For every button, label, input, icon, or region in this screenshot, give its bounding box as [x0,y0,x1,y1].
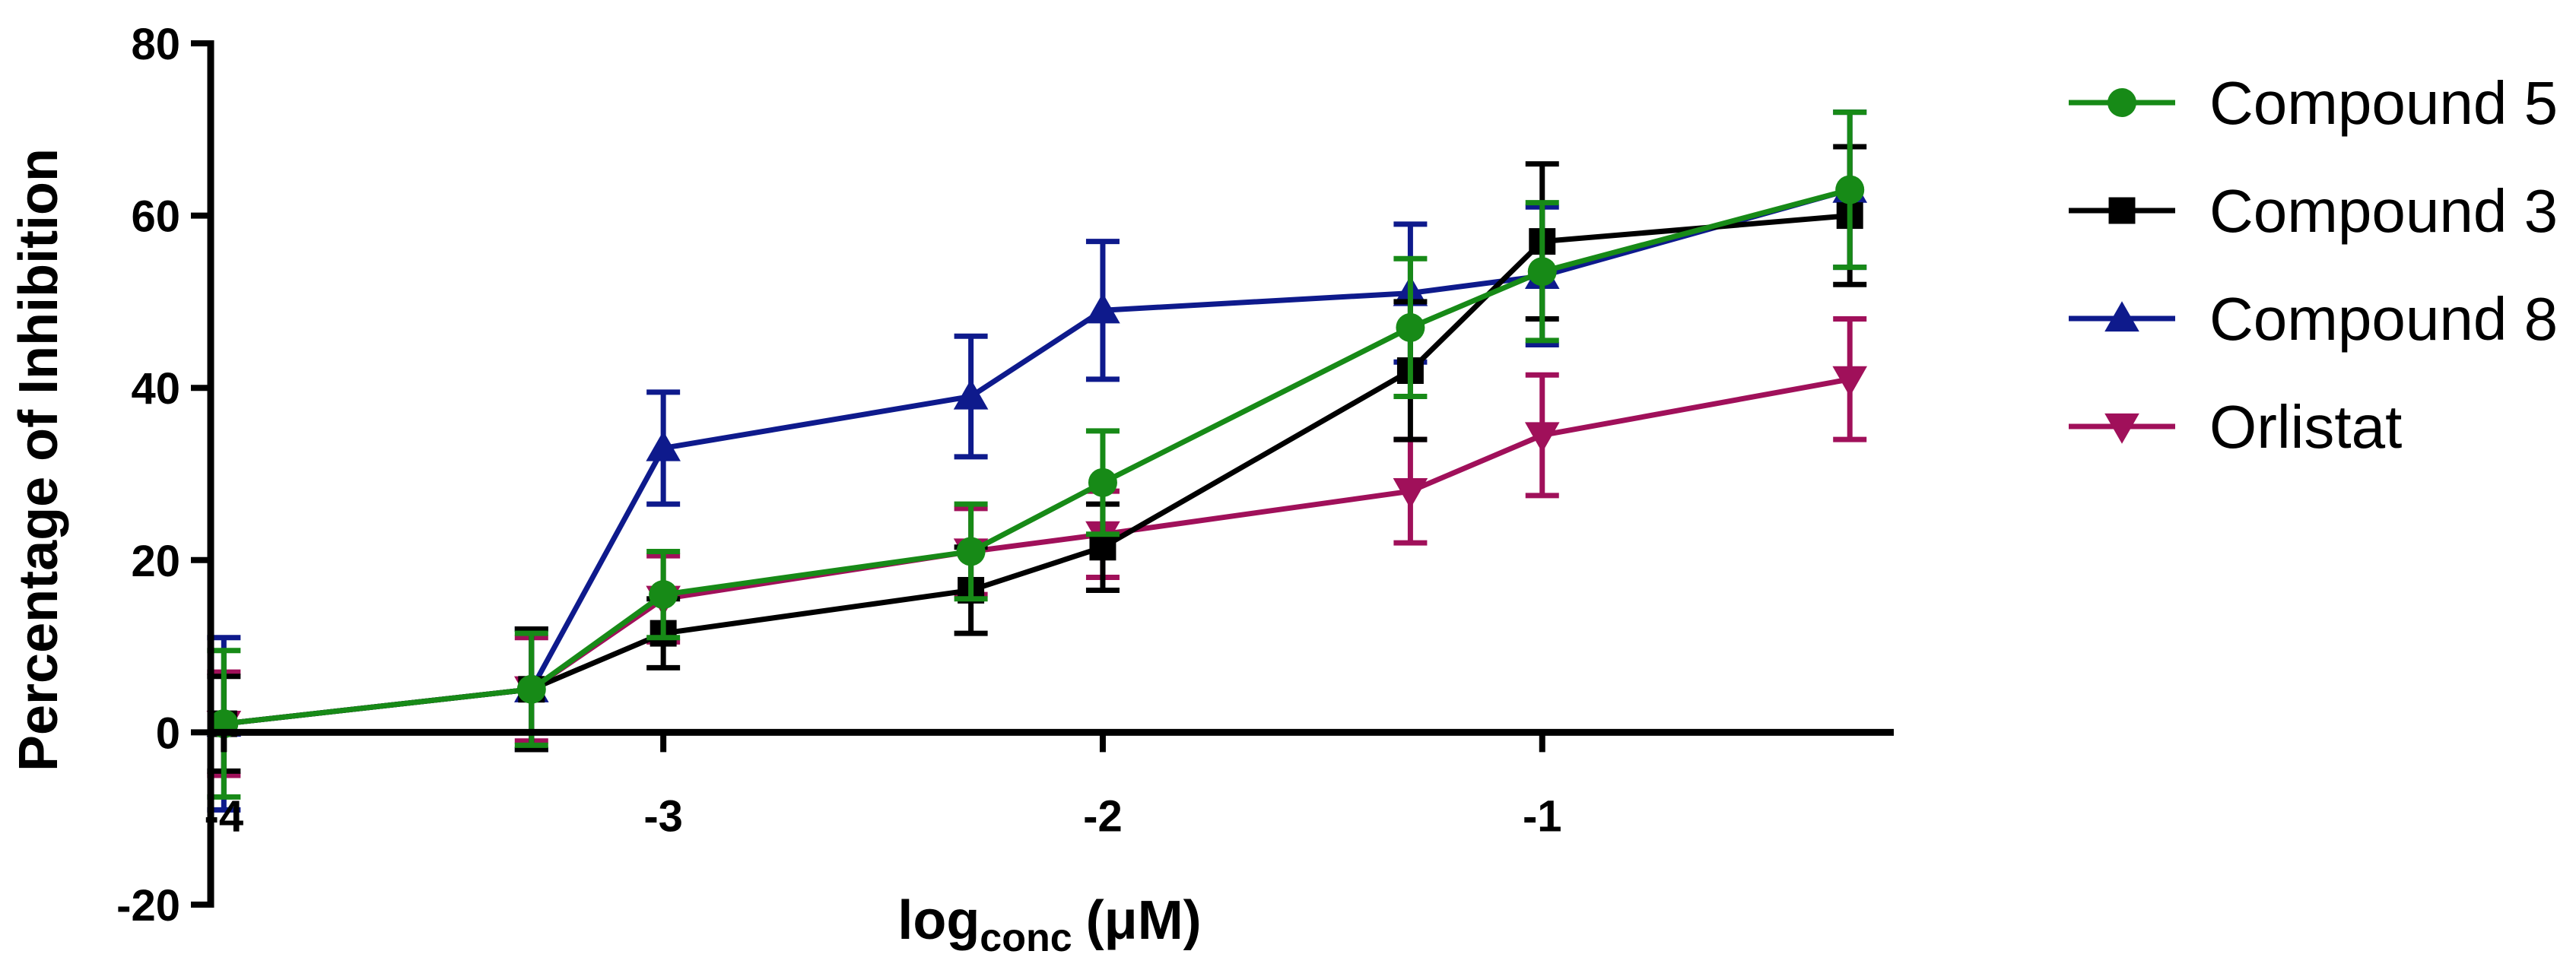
legend-item-compound-3: Compound 3 [2069,177,2558,245]
legend-marker [2104,301,2139,332]
data-point [1085,293,1120,324]
data-point [1832,366,1868,397]
data-point [646,430,681,461]
legend-label: Orlistat [2209,393,2402,461]
y-tick-label: 40 [131,364,180,414]
data-point [1396,312,1425,342]
series-line [223,187,1851,727]
legend-marker [2108,197,2136,224]
y-tick-label: 20 [131,537,180,586]
series-compound-8 [206,109,1868,813]
x-axis-title: logconc (μM) [897,890,1201,960]
legend-label: Compound 3 [2209,177,2558,245]
series-orlistat [206,316,1868,778]
legend: Compound 5 Compound 3 Compound 8 Orlistat [2069,69,2558,461]
data-point [1088,468,1117,497]
series-compound-3 [207,144,1867,774]
x-axis-title-subscript: conc [980,916,1072,960]
data-point [1089,534,1116,561]
data-point [953,379,989,410]
y-axis-title: Percentage of Inhibition [8,148,69,772]
x-axis-title-main: log [897,890,980,951]
y-tick-label: 0 [156,708,180,758]
legend-marker [2107,88,2136,117]
y-tick-label: 60 [131,192,180,242]
x-tick-label: -2 [1083,791,1123,841]
plot-area [206,109,1868,813]
data-point [956,537,986,566]
data-point [649,580,678,610]
legend-label: Compound 8 [2209,285,2558,353]
legend-item-orlistat: Orlistat [2069,393,2402,461]
x-axis-title-unit: (μM) [1086,890,1202,951]
x-tick-label: -1 [1523,791,1562,841]
legend-item-compound-8: Compound 8 [2069,285,2558,353]
data-point [1393,478,1428,509]
y-tick-label: 80 [131,20,180,69]
y-tick-label: -20 [116,881,180,930]
data-point [516,674,546,704]
legend-label: Compound 5 [2209,69,2558,137]
series-line [223,187,1851,727]
data-point [1524,422,1560,453]
data-point [1835,175,1865,204]
x-tick-label: -4 [205,791,244,841]
series-line [223,213,1850,727]
data-point [1527,257,1557,287]
legend-marker [2104,413,2139,444]
x-tick-label: -3 [643,791,683,841]
series-compound-5 [207,109,1867,800]
axes: -20 0 20 40 60 80 -4 -3 -2 -1 [116,20,1894,930]
legend-item-compound-5: Compound 5 [2069,69,2558,137]
series-line [223,376,1850,727]
